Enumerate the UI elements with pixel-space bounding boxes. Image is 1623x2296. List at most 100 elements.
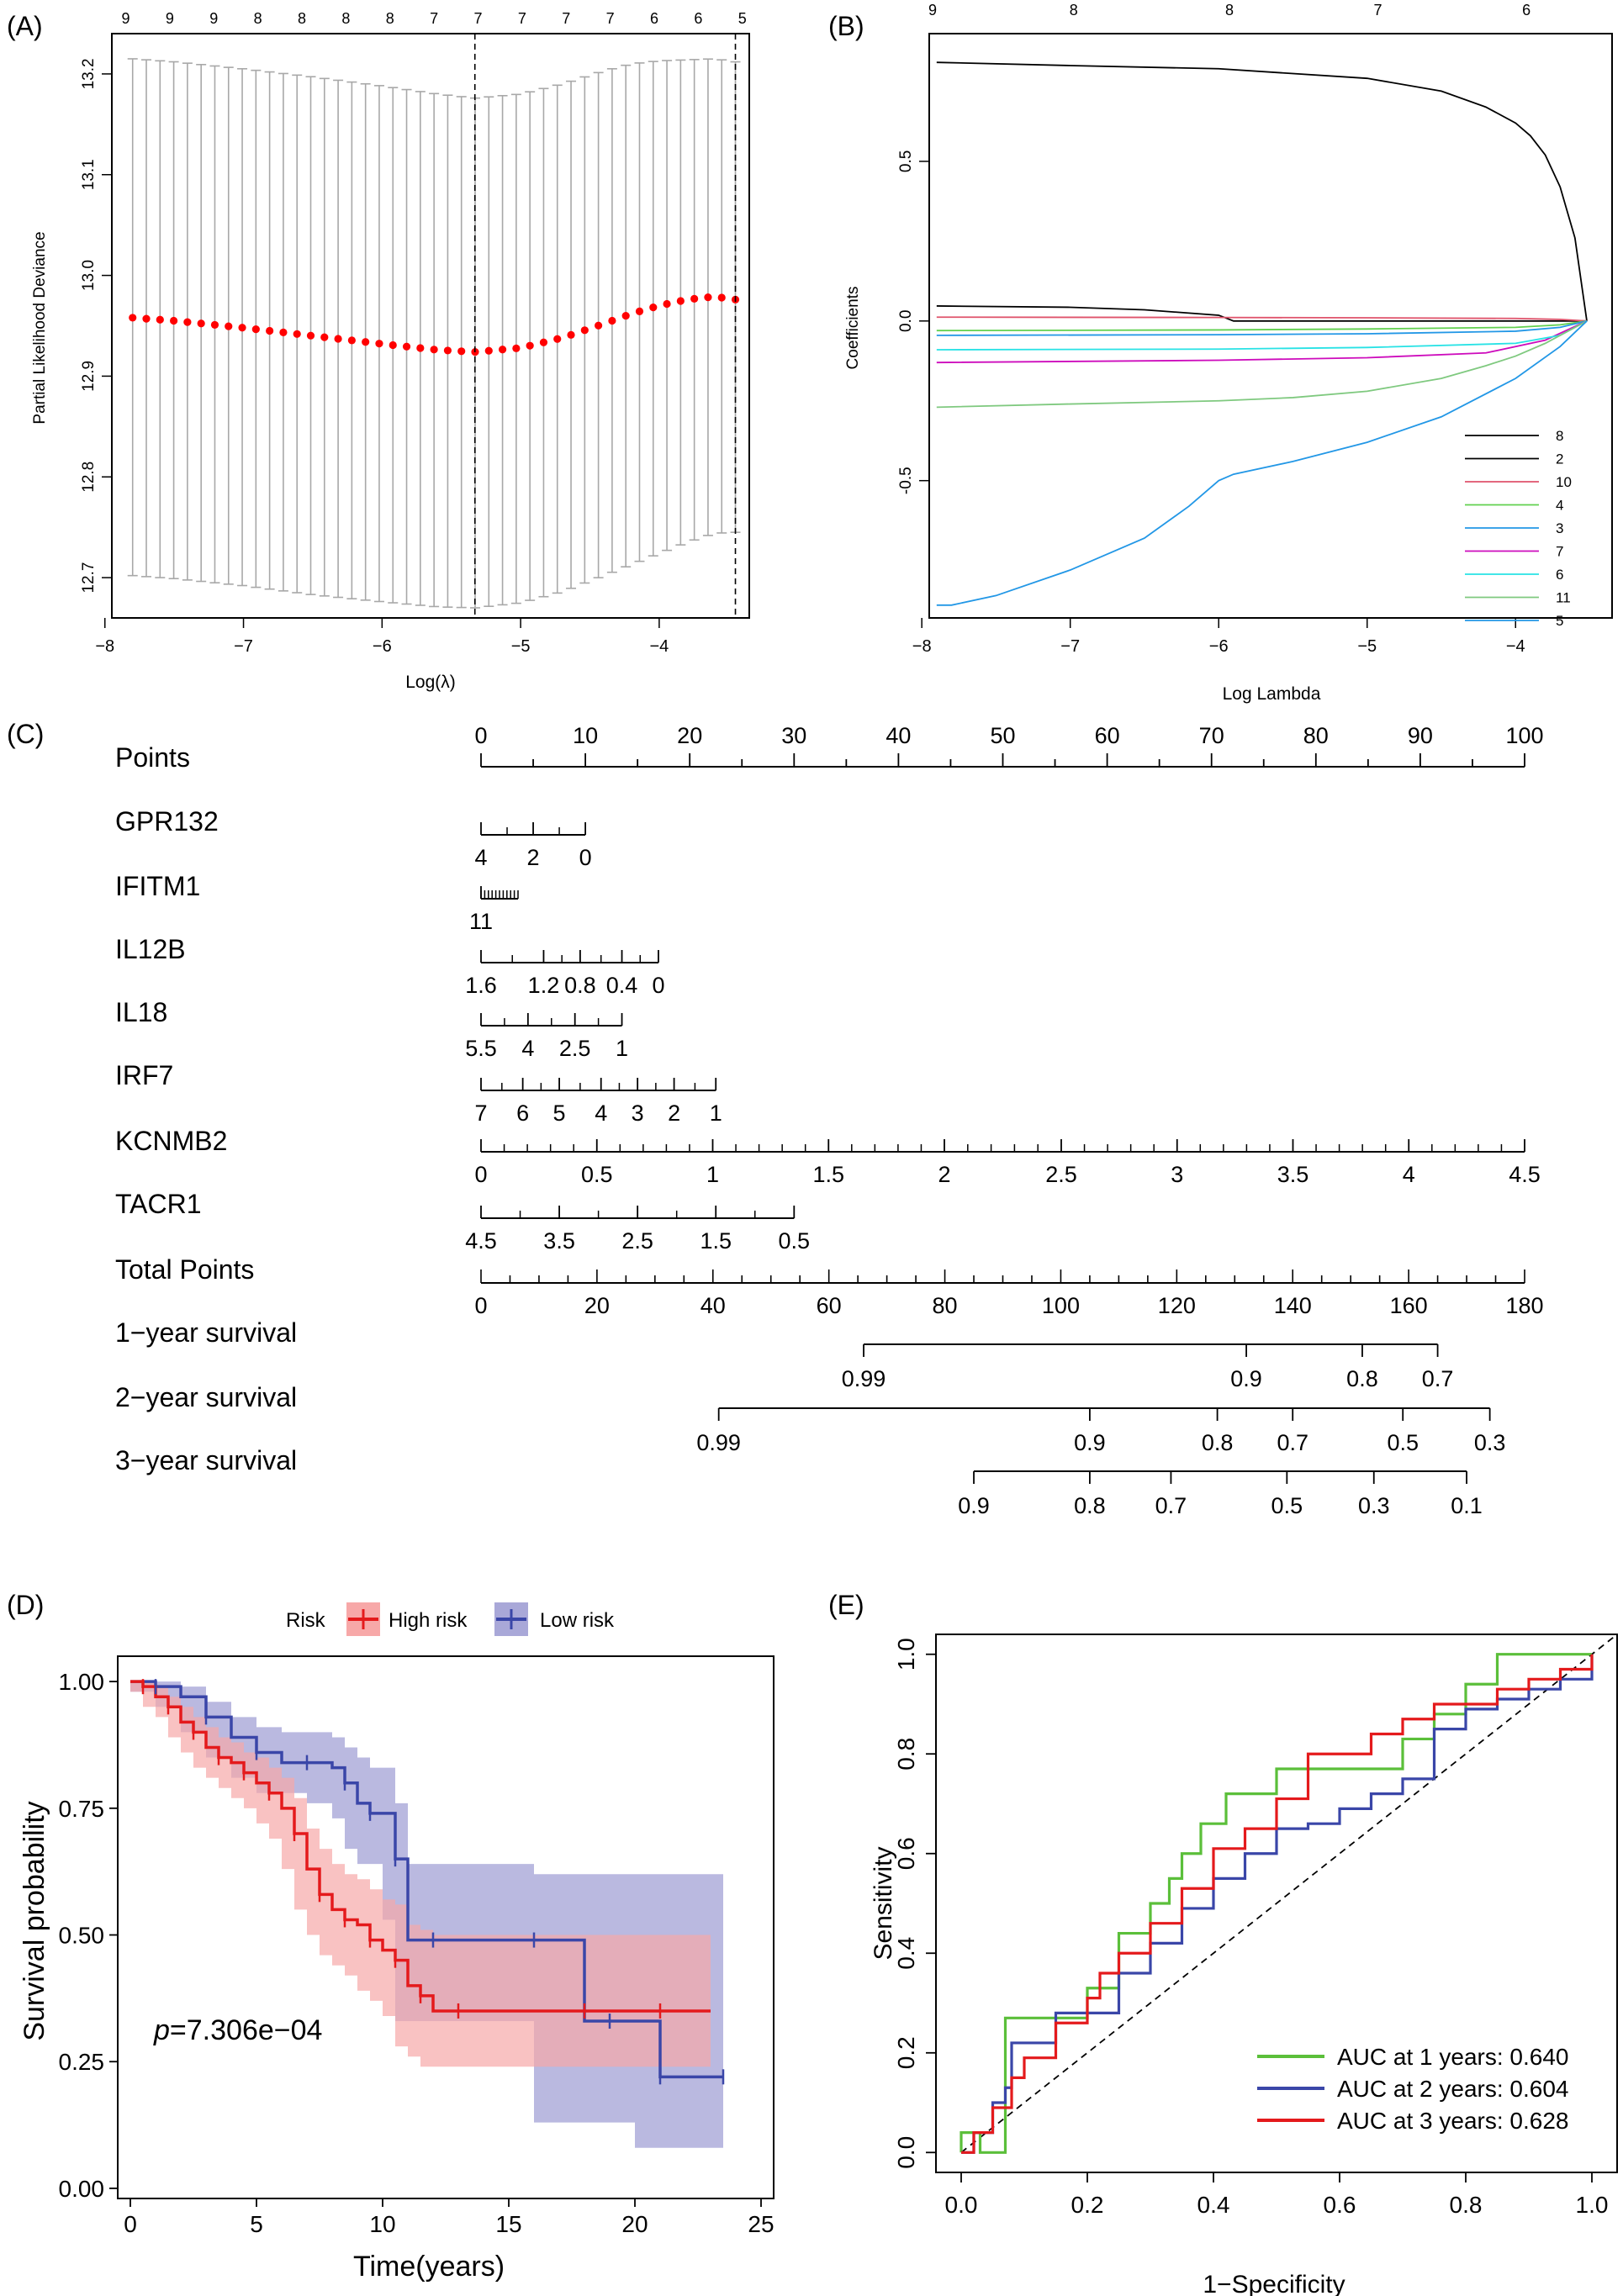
- nomogram-tick-label: 90: [1408, 723, 1433, 748]
- top-count-label: 8: [1225, 2, 1234, 18]
- top-count-label: 9: [121, 10, 130, 27]
- top-count-label: 8: [298, 10, 306, 27]
- nomogram-tick-label: 0.7: [1277, 1430, 1308, 1455]
- deviance-point: [704, 293, 712, 302]
- top-count-label: 7: [473, 10, 482, 27]
- x-tick-label: 0: [124, 2211, 137, 2237]
- deviance-point: [156, 315, 164, 324]
- coefficient-path-10: [936, 316, 1588, 322]
- nomogram-tick-label: 1: [710, 1100, 722, 1126]
- top-count-label: 5: [738, 10, 747, 27]
- nomogram-tick-label: 1.5: [812, 1162, 844, 1187]
- deviance-point: [512, 344, 521, 352]
- nomogram-row-label: GPR132: [115, 806, 219, 837]
- deviance-point: [197, 319, 205, 328]
- y-tick-label: 0.50: [59, 1923, 105, 1949]
- nomogram-tick-label: 0.8: [1074, 1493, 1106, 1518]
- x-tick-label: −7: [1060, 637, 1080, 656]
- x-tick-label: 10: [369, 2211, 395, 2237]
- top-count-label: 8: [254, 10, 262, 27]
- legend-label-7: 7: [1556, 544, 1563, 560]
- panel-d-ylabel: Survival probability: [19, 1801, 50, 2040]
- nomogram-tick-label: 6: [516, 1100, 529, 1126]
- deviance-point: [279, 328, 288, 337]
- deviance-point: [553, 335, 562, 343]
- deviance-point: [347, 336, 356, 345]
- nomogram-tick-label: 4.5: [1509, 1162, 1541, 1187]
- roc-curve-3-year: [961, 1654, 1594, 2154]
- nomogram-tick-label: 0.5: [779, 1228, 811, 1254]
- x-tick-label: −5: [1357, 637, 1377, 656]
- p-value-number: =7.306e−04: [170, 2014, 323, 2046]
- panel-e-label: (E): [828, 1590, 864, 1620]
- x-tick-label: 0.6: [1324, 2192, 1356, 2218]
- deviance-point: [567, 330, 575, 339]
- panel-b-label: (B): [828, 11, 864, 41]
- x-tick-label: 0.0: [945, 2192, 978, 2218]
- deviance-point: [362, 338, 370, 346]
- nomogram-tick-label: 1.2: [528, 973, 560, 998]
- deviance-point: [663, 299, 671, 309]
- deviance-point: [717, 293, 726, 302]
- nomogram-tick-label: 0.5: [1387, 1430, 1419, 1455]
- y-tick-label: 0.5: [897, 150, 915, 172]
- legend-title-risk: Risk: [286, 1609, 326, 1632]
- nomogram-tick-label: 4: [474, 845, 487, 870]
- deviance-point: [142, 314, 151, 323]
- coefficient-path-3: [936, 319, 1588, 336]
- deviance-point: [266, 326, 274, 335]
- x-tick-label: −8: [912, 637, 932, 656]
- nomogram-tick-label: 2.5: [559, 1036, 591, 1061]
- coefficient-path-8: [936, 61, 1588, 321]
- deviance-point: [210, 320, 219, 330]
- nomogram-tick-label: 1: [706, 1162, 719, 1187]
- deviance-point: [306, 331, 315, 340]
- panel-c-label: (C): [7, 719, 44, 749]
- nomogram-tick-label: 3: [632, 1100, 644, 1126]
- nomogram-rows: Points GPR132 IFITM1 IL12B IL18 IRF7 KCNMB2 TAC…: [115, 723, 1544, 1518]
- deviance-point: [183, 318, 192, 326]
- y-tick-label: 0.0: [893, 2136, 919, 2169]
- legend-label-high-risk: High risk: [389, 1609, 468, 1632]
- nomogram-tick-label: 2.5: [1045, 1162, 1077, 1187]
- top-count-label: 6: [650, 10, 658, 27]
- y-tick-label: 1.00: [59, 1669, 105, 1695]
- legend-label-2-year: AUC at 2 years: 0.604: [1337, 2076, 1568, 2102]
- panel-a-label: (A): [7, 11, 43, 41]
- x-tick-label: −6: [1209, 637, 1229, 656]
- deviance-point: [402, 342, 411, 351]
- panel-b-xlabel: Log Lambda: [1223, 684, 1321, 704]
- y-tick-label: 13.1: [80, 159, 98, 190]
- x-tick-label: 1.0: [1576, 2192, 1609, 2218]
- nomogram-tick-label: 0.7: [1155, 1493, 1187, 1518]
- y-tick-label: 1.0: [893, 1638, 919, 1671]
- nomogram-tick-label: 0.99: [696, 1430, 741, 1455]
- nomogram-tick-label: 160: [1390, 1293, 1428, 1318]
- nomogram-tick-label: 80: [1303, 723, 1329, 748]
- nomogram-tick-label: 3.5: [543, 1228, 575, 1254]
- nomogram-tick-label: 0.1: [1451, 1493, 1483, 1518]
- x-tick-label: −7: [234, 637, 253, 656]
- legend-label-8: 8: [1556, 428, 1563, 444]
- nomogram-tick-label: 0.7: [1422, 1366, 1454, 1391]
- nomogram-tick-label: 120: [1158, 1293, 1196, 1318]
- deviance-point: [457, 347, 466, 356]
- deviance-point: [169, 316, 178, 325]
- panel-a-xlabel: Log(λ): [405, 673, 456, 692]
- panel-b-plot-content: −8 −7 −6 −5 −4 -0.5 0.0 0.5 9 8 8 7 6: [897, 2, 1588, 656]
- coefficient-path-2: [936, 305, 1587, 322]
- top-count-label: 7: [518, 10, 526, 27]
- y-tick-label: -0.5: [897, 467, 915, 494]
- x-tick-label: 0.4: [1197, 2192, 1230, 2218]
- top-count-label: 7: [1374, 2, 1382, 18]
- nomogram-row-label: 2−year survival: [115, 1382, 297, 1412]
- nomogram-tick-label: 60: [1095, 723, 1120, 748]
- deviance-point: [334, 335, 342, 343]
- nomogram-tick-label: 0.4: [606, 973, 638, 998]
- panel-c-nomogram: (C) Points GPR132 IFITM1 IL12B IL18 IRF7 KCNMB…: [7, 719, 1544, 1518]
- nomogram-tick-label: 70: [1199, 723, 1224, 748]
- legend-label-3-year: AUC at 3 years: 0.628: [1337, 2108, 1568, 2134]
- panel-e-xlabel: 1−Specificity: [1203, 2271, 1345, 2296]
- deviance-point: [225, 322, 233, 330]
